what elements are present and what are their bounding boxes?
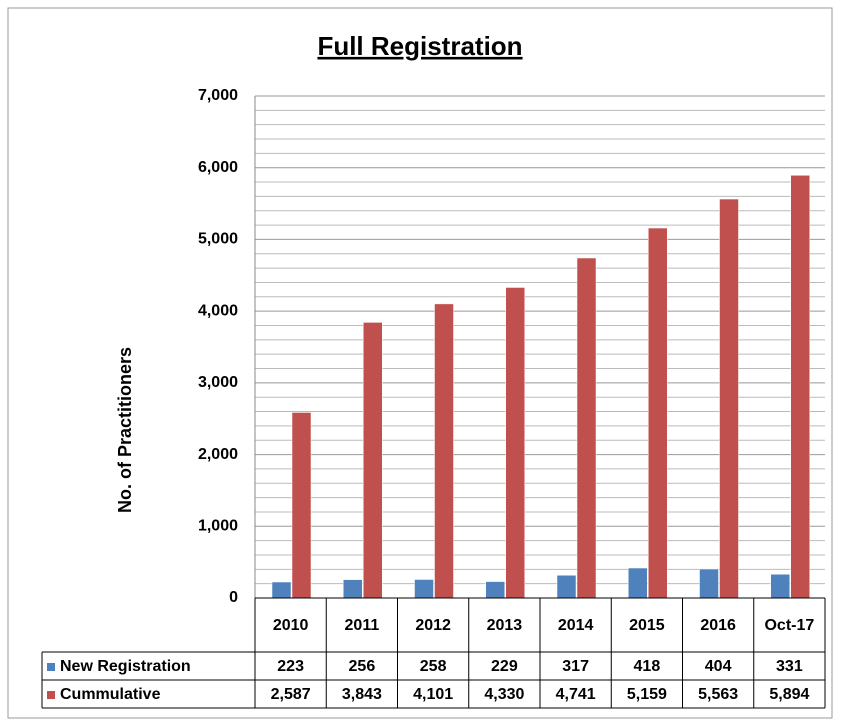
y-axis-label: No. of Practitioners	[115, 347, 135, 513]
x-tick-label: 2016	[700, 617, 736, 634]
data-table-value: 317	[562, 658, 589, 675]
data-table-value: 4,741	[556, 686, 596, 703]
legend-label: Cummulative	[60, 686, 161, 703]
data-table-value: 5,563	[698, 686, 738, 703]
data-table-value: 256	[349, 658, 376, 675]
bar	[363, 322, 383, 599]
bar	[790, 175, 810, 599]
x-tick-label: 2015	[629, 617, 665, 634]
y-tick-label: 5,000	[198, 231, 238, 248]
data-table-value: 418	[634, 658, 661, 675]
bar	[485, 581, 505, 599]
x-tick-label: 2011	[344, 617, 380, 634]
bar	[414, 579, 434, 599]
y-tick-label: 1,000	[198, 518, 238, 535]
bar	[699, 568, 719, 599]
data-table-value: 223	[277, 658, 304, 675]
x-tick-label: 2014	[557, 617, 594, 634]
y-tick-label: 7,000	[198, 87, 238, 104]
data-table-value: 404	[705, 658, 732, 675]
data-table-value: 3,843	[342, 686, 382, 703]
x-tick-label: Oct-17	[764, 617, 815, 634]
y-tick-label: 2,000	[198, 446, 238, 463]
bar	[271, 581, 292, 599]
data-table-value: 4,330	[484, 686, 524, 703]
data-table-value: 258	[420, 658, 447, 675]
bar	[343, 579, 363, 599]
legend-key	[47, 663, 55, 671]
bar	[628, 567, 648, 599]
x-tick-label: 2010	[272, 617, 309, 634]
y-tick-label: 4,000	[198, 302, 238, 319]
data-table-value: 229	[491, 658, 518, 675]
x-tick-label: 2013	[486, 617, 523, 634]
chart-title: Full Registration	[317, 31, 522, 61]
data-table-value: 5,894	[769, 686, 809, 703]
bar	[719, 198, 739, 599]
data-table-value: 5,159	[627, 686, 667, 703]
bar	[556, 575, 577, 599]
y-tick-label: 6,000	[198, 159, 238, 176]
legend-key	[47, 691, 55, 699]
bar	[576, 257, 597, 599]
bar	[770, 574, 790, 599]
data-table-value: 4,101	[413, 686, 453, 703]
data-table-value: 2,587	[271, 686, 311, 703]
y-tick-label: 0	[229, 589, 238, 606]
data-table-value: 331	[776, 658, 803, 675]
chart-border	[7, 7, 833, 719]
bar	[505, 287, 525, 599]
bar	[291, 412, 312, 599]
x-tick-label: 2012	[415, 617, 451, 634]
y-tick-label: 3,000	[198, 374, 238, 391]
legend-label: New Registration	[60, 658, 191, 675]
bar	[648, 227, 668, 599]
bar	[434, 303, 454, 599]
